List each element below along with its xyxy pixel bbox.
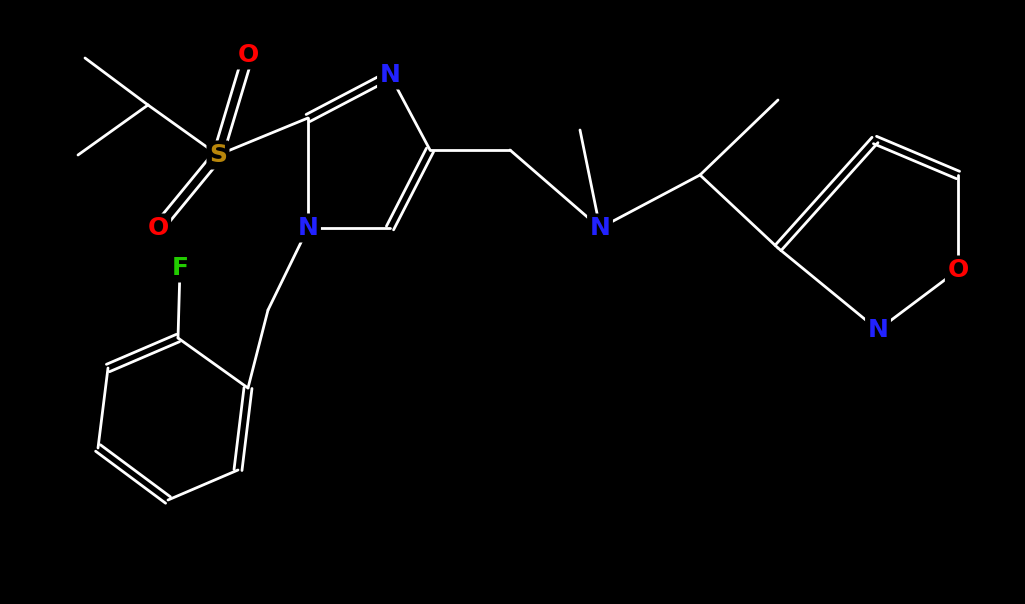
Text: F: F — [171, 256, 189, 280]
Text: O: O — [238, 43, 258, 67]
Text: N: N — [589, 216, 611, 240]
Text: S: S — [209, 143, 227, 167]
Text: N: N — [867, 318, 889, 342]
Text: O: O — [947, 258, 969, 282]
Text: N: N — [297, 216, 319, 240]
Text: O: O — [148, 216, 169, 240]
Text: N: N — [379, 63, 401, 87]
